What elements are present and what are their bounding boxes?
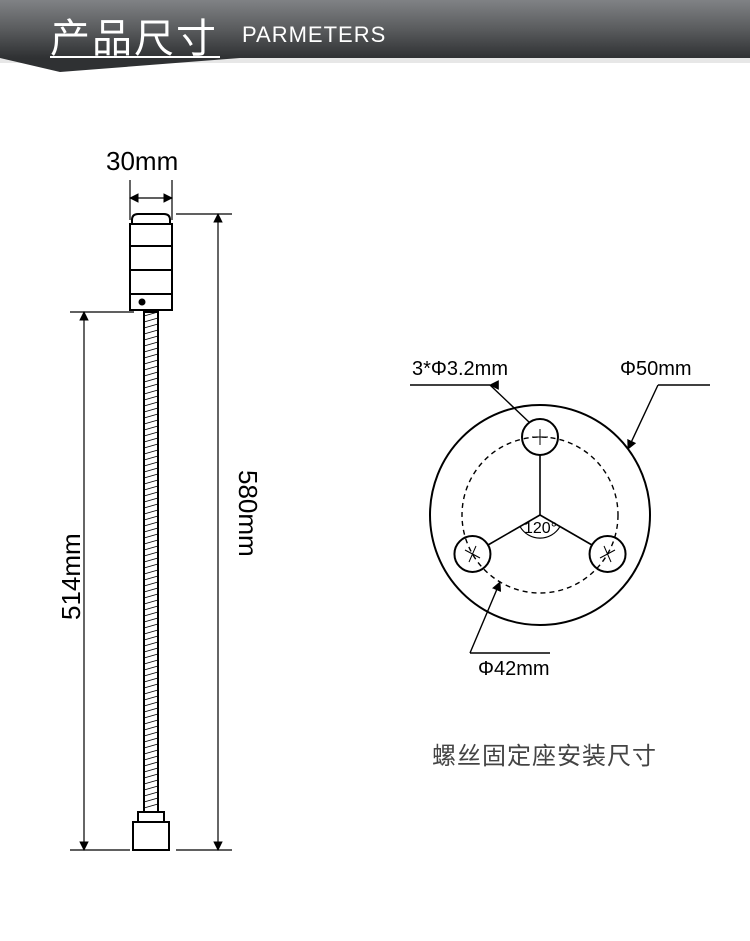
lamp-head	[130, 214, 172, 310]
diagram-stage: 30mm 514mm 580mm	[0, 80, 750, 940]
bolt-dia-label: Φ42mm	[478, 658, 550, 681]
header-title-en: PARMETERS	[242, 22, 386, 48]
leader-bolt-circle	[470, 582, 550, 653]
lamp-base	[133, 812, 169, 850]
dim-right-height-label: 580mm	[232, 470, 263, 557]
dim-width-label: 30mm	[106, 146, 178, 177]
leader-hole-spec	[410, 385, 530, 423]
leader-outer	[628, 385, 710, 449]
dim-left-height-label: 514mm	[56, 533, 87, 620]
hole-spec-label: 3*Φ3.2mm	[412, 358, 508, 381]
header-bar: 产品尺寸 PARMETERS	[0, 0, 750, 74]
left-dimension-drawing	[0, 80, 360, 900]
header-title-cn: 产品尺寸	[50, 6, 218, 64]
outer-dia-label: Φ50mm	[620, 358, 692, 381]
mounting-caption: 螺丝固定座安装尺寸	[432, 736, 657, 771]
angle-label: 120°	[524, 520, 557, 538]
